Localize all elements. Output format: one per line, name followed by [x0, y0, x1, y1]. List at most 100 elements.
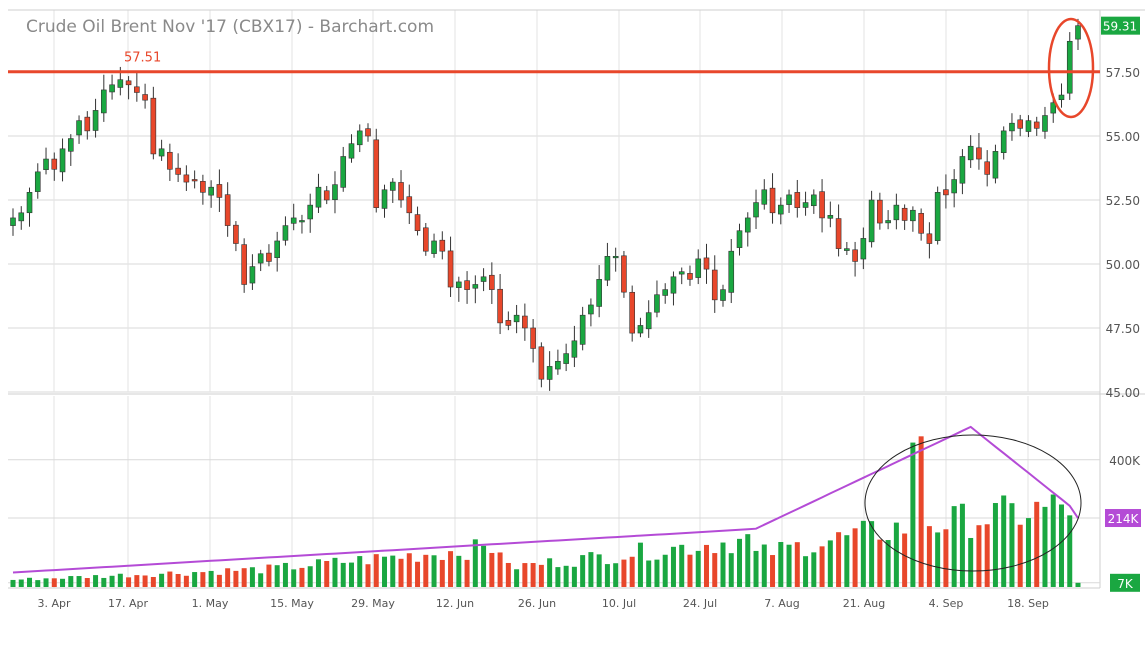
candle-body — [604, 256, 611, 281]
candle-body — [563, 353, 569, 364]
volume-bar — [497, 552, 503, 587]
candle-body — [101, 89, 107, 114]
candle-body — [934, 192, 941, 241]
volume-bar — [299, 567, 305, 587]
volume-bar — [1067, 515, 1073, 587]
candle-body — [241, 244, 247, 285]
x-axis-tick-label: 1. May — [192, 597, 229, 610]
volume-bar — [827, 540, 833, 587]
volume-bar — [852, 528, 858, 587]
candle-body — [720, 289, 726, 301]
volume-bar — [84, 578, 90, 587]
candle-body — [811, 194, 817, 207]
x-axis-tick-label: 21. Aug — [843, 597, 885, 610]
candle-body — [134, 86, 140, 93]
volume-bar — [1009, 503, 1015, 587]
candle-body — [249, 266, 256, 284]
candle-body — [489, 274, 495, 290]
candle-body — [967, 145, 974, 161]
candle-body — [406, 196, 413, 214]
resistance-line-label: 57.51 — [124, 51, 161, 66]
volume-bar — [555, 567, 561, 587]
candle-body — [43, 158, 49, 170]
volume-bar — [340, 562, 346, 587]
volume-bar — [43, 578, 49, 587]
candle-body — [844, 248, 850, 251]
volume-bar — [225, 568, 231, 587]
candle-body — [1017, 119, 1024, 129]
volume-bar — [93, 575, 99, 587]
candle-body — [819, 191, 825, 219]
volume-bar — [406, 553, 412, 587]
volume-bar — [926, 526, 932, 587]
candle-body — [381, 189, 388, 209]
volume-bar — [869, 521, 875, 587]
candle-body — [92, 110, 99, 131]
volume-bar — [992, 503, 998, 587]
volume-bar — [613, 563, 619, 587]
candle-body — [117, 79, 124, 88]
volume-bar — [423, 554, 429, 587]
volume-last-badge — [1110, 573, 1140, 592]
volume-bar — [249, 567, 255, 587]
candle-body — [893, 204, 900, 221]
volume-bar — [274, 565, 280, 587]
x-axis-tick-label: 4. Sep — [929, 597, 964, 610]
candle-body — [59, 148, 66, 173]
volume-bar — [324, 560, 330, 587]
candle-body — [786, 194, 792, 205]
volume-bar — [514, 569, 520, 587]
candle-body — [266, 252, 272, 262]
candle-body — [282, 225, 289, 241]
volume-bar — [291, 569, 297, 587]
volume-bar — [778, 542, 784, 587]
candle-body — [1033, 121, 1040, 129]
volume-bar — [836, 532, 842, 587]
volume-bar — [233, 570, 239, 587]
volume-bar — [27, 577, 33, 587]
volume-bar — [976, 525, 982, 587]
x-axis-tick-label: 26. Jun — [518, 597, 556, 610]
candle-body — [456, 281, 462, 288]
candle-body — [769, 187, 776, 214]
volume-bar — [1050, 494, 1056, 587]
volume-bar — [456, 555, 462, 587]
x-axis-tick-label: 29. May — [351, 597, 395, 610]
volume-bar — [695, 550, 701, 587]
x-axis-tick-label: 10. Jul — [602, 597, 636, 610]
volume-bar — [68, 576, 74, 587]
x-axis-tick-label: 15. May — [270, 597, 314, 610]
candle-body — [299, 220, 305, 223]
candle-body — [827, 215, 834, 219]
candle-body — [200, 181, 206, 193]
volume-bar — [761, 544, 767, 587]
candle-body — [290, 217, 297, 224]
candle-body — [183, 174, 190, 183]
candle-body — [447, 250, 454, 288]
volume-bar — [811, 552, 817, 587]
candle-body — [976, 147, 982, 160]
volume-bar — [935, 532, 941, 587]
candle-body — [323, 190, 330, 201]
candle-body — [835, 218, 842, 249]
candle-body — [76, 120, 82, 136]
volume-bar — [951, 506, 957, 587]
volume-bar — [365, 564, 371, 587]
candle-body — [637, 325, 644, 334]
volume-bar — [51, 578, 57, 587]
candle-body — [1075, 25, 1081, 40]
volume-bar — [10, 579, 16, 587]
candle-body — [125, 80, 132, 86]
volume-bar — [332, 557, 338, 587]
candle-body — [538, 346, 545, 380]
candle-body — [728, 250, 735, 293]
candle-body — [356, 130, 363, 146]
candle-body — [744, 217, 751, 233]
candle-body — [918, 213, 924, 234]
candle-body — [167, 151, 173, 170]
candle-body — [208, 186, 214, 196]
volume-axis-tick-label: 214K — [1108, 512, 1140, 526]
volume-bar — [481, 545, 487, 587]
volume-bar — [109, 575, 115, 587]
